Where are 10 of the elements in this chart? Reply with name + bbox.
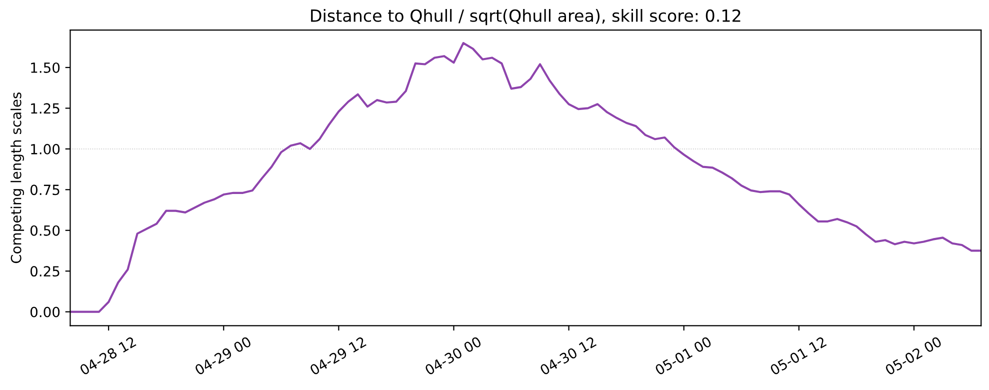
y-tick-label: 0.75 (30, 184, 60, 196)
y-tick-label: 1.00 (31, 144, 60, 154)
y-tick-label: 0.25 (30, 266, 60, 277)
y-tick-label: 1.25 (31, 103, 60, 114)
y-tick-label: 1.50 (31, 62, 60, 73)
y-tick-label: 0.50 (30, 225, 60, 236)
y-axis-title: Competing length scales (10, 92, 24, 264)
line-series (70, 42, 982, 313)
chart-title: Distance to Qhull / sqrt(Qhull area), skill score: 0.12 (311, 9, 740, 26)
y-tick-label: 0.00 (30, 306, 60, 318)
